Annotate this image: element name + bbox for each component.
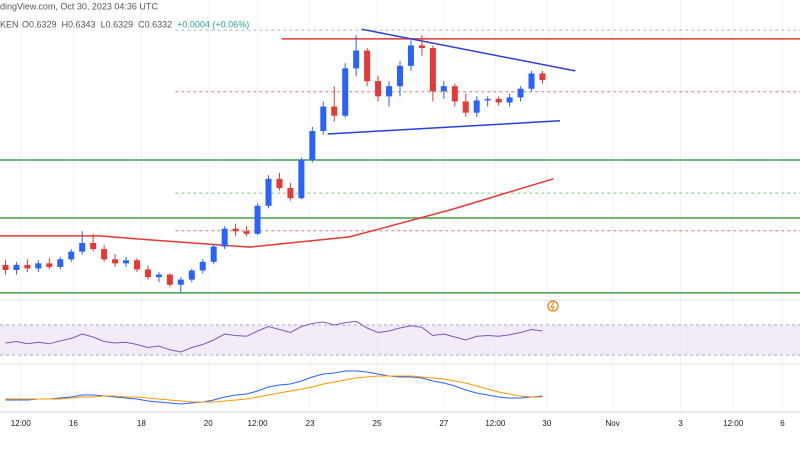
symbol: KEN [0,19,19,29]
candle-body [353,50,360,69]
candle-body [166,274,173,285]
x-tick-label: 27 [439,419,448,428]
x-tick-label: 23 [306,419,315,428]
x-tick-label: 3 [678,419,683,428]
candle-body [506,97,513,103]
x-tick-label: 25 [373,419,382,428]
candle-body [13,264,20,270]
x-tick-label: 12:00 [723,419,744,428]
x-tick-label: 20 [204,419,213,428]
candle-body [79,242,86,252]
plot [0,28,800,405]
ohlc-value: L0.6329 [101,19,134,29]
x-tick-label: 12:00 [485,419,506,428]
candle-body [133,260,140,270]
candle-body [68,251,75,260]
candle-body [144,269,151,278]
candle-body [517,88,524,98]
x-tick-label: 12:00 [248,419,269,428]
ohlc-value: H0.6343 [62,19,96,29]
candle-body [375,81,382,97]
candle-body [386,86,393,97]
moving-average [0,178,554,248]
candle-body [123,260,130,264]
trendline [361,28,576,72]
candle-body [287,188,294,199]
candle-body [451,86,458,102]
candle-body [473,100,480,113]
ohlc-value: +0.0004 (+0.06%) [177,19,249,29]
macd-line [5,375,543,403]
candle-body [24,264,31,269]
candle-body [429,48,436,92]
candle-body [112,259,119,264]
candle-body [320,106,327,131]
candle-body [57,259,64,267]
x-tick-label: Nov [605,419,619,428]
candle-body [199,261,206,271]
trendline [327,120,561,135]
ohlc-value: O0.6329 [22,19,57,29]
candle-body [331,106,338,116]
candle-body [46,263,53,267]
rsi-band [0,325,800,355]
candle-body [265,178,272,206]
candle-body [243,231,250,234]
candle-body [495,98,502,103]
x-tick-label: 12:00 [11,419,32,428]
candle-body [418,45,425,48]
x-tick-label: 18 [137,419,146,428]
candle-body [484,98,491,101]
candle-body [35,263,42,269]
event-icon [547,300,559,312]
rsi-line [5,320,543,353]
x-tick-label: 16 [69,419,78,428]
legend-row: KEN O0.6329 H0.6343 L0.6329 C0.6332 +0.0004 … [0,19,249,29]
candle-body [364,50,371,82]
source-label: dingView.com, Oct 30, 2023 04:36 UTC [0,1,158,11]
candle-body [407,45,414,66]
candle-body [539,73,546,81]
candle-body [101,249,108,260]
candle-body [210,246,217,262]
candle-body [440,86,447,92]
candle-body [342,68,349,116]
candle-body [188,270,195,280]
candle-body [155,274,162,278]
x-tick-label: 6 [780,419,785,428]
candle-body [90,242,97,250]
candle-body [276,178,283,188]
macd-line [5,370,543,405]
candle-body [2,264,9,270]
candle-body [309,130,316,160]
candle-body [221,228,228,247]
candle-body [232,228,239,232]
ohlc-value: C0.6332 [138,19,172,29]
event-icon-bolt [550,301,555,311]
candle-body [462,101,469,113]
x-tick-label: 30 [542,419,551,428]
candle-body [298,160,305,199]
candle-body [254,205,261,234]
candle-body [397,65,403,87]
candle-body [177,279,184,285]
candle-body [528,73,535,89]
